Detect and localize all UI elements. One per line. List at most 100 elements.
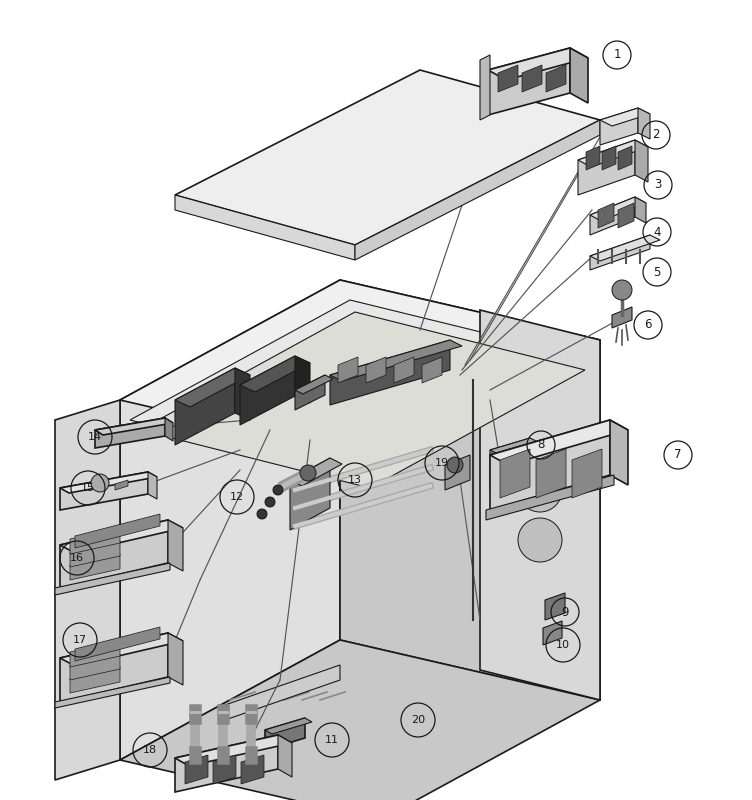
Polygon shape (600, 108, 638, 145)
Text: 8: 8 (538, 438, 544, 451)
Text: 17: 17 (73, 635, 87, 645)
Polygon shape (500, 449, 530, 498)
Polygon shape (55, 563, 170, 595)
Polygon shape (120, 280, 340, 760)
Polygon shape (295, 375, 333, 394)
Polygon shape (120, 640, 600, 800)
Polygon shape (70, 641, 120, 667)
Circle shape (257, 509, 267, 519)
Polygon shape (241, 755, 264, 784)
Polygon shape (445, 455, 470, 490)
Polygon shape (480, 55, 490, 120)
Polygon shape (590, 235, 660, 261)
Polygon shape (265, 718, 305, 750)
Polygon shape (422, 357, 442, 383)
Polygon shape (543, 621, 562, 645)
Circle shape (447, 457, 463, 473)
Polygon shape (70, 554, 120, 580)
Text: 4: 4 (653, 226, 661, 238)
Polygon shape (70, 654, 120, 680)
Circle shape (518, 468, 562, 512)
Text: 3: 3 (654, 178, 662, 191)
Circle shape (265, 497, 275, 507)
Polygon shape (175, 368, 250, 407)
Polygon shape (394, 357, 414, 383)
Polygon shape (70, 528, 120, 554)
Polygon shape (175, 735, 292, 766)
Polygon shape (586, 146, 600, 170)
Polygon shape (590, 235, 650, 270)
Polygon shape (330, 340, 462, 381)
Polygon shape (70, 667, 120, 693)
Polygon shape (148, 472, 157, 499)
Polygon shape (536, 449, 566, 498)
Polygon shape (488, 48, 588, 80)
Polygon shape (130, 300, 595, 480)
Text: 7: 7 (675, 449, 682, 462)
Circle shape (91, 474, 109, 492)
Polygon shape (590, 197, 635, 235)
Text: 12: 12 (230, 492, 244, 502)
Polygon shape (290, 458, 342, 486)
Polygon shape (60, 472, 148, 510)
Polygon shape (522, 65, 542, 92)
Polygon shape (265, 718, 312, 734)
Polygon shape (278, 735, 292, 777)
Polygon shape (638, 108, 650, 139)
Polygon shape (295, 356, 310, 403)
Polygon shape (598, 203, 614, 228)
Polygon shape (95, 418, 165, 448)
Polygon shape (490, 438, 538, 454)
Text: 9: 9 (561, 606, 569, 618)
Polygon shape (60, 633, 168, 702)
Polygon shape (545, 593, 565, 620)
Text: 16: 16 (70, 553, 84, 563)
Text: 1: 1 (613, 49, 620, 62)
Text: 10: 10 (556, 640, 570, 650)
Polygon shape (635, 197, 646, 223)
Polygon shape (165, 418, 173, 441)
Polygon shape (175, 195, 355, 260)
Polygon shape (140, 312, 585, 488)
Polygon shape (572, 449, 602, 498)
Polygon shape (490, 438, 530, 490)
Polygon shape (120, 280, 600, 460)
Polygon shape (60, 520, 168, 588)
Polygon shape (490, 420, 610, 510)
Polygon shape (75, 627, 160, 661)
Polygon shape (635, 140, 648, 182)
Polygon shape (115, 480, 128, 490)
Polygon shape (168, 633, 183, 685)
Polygon shape (600, 108, 650, 126)
Polygon shape (295, 375, 325, 410)
Polygon shape (213, 755, 236, 784)
Polygon shape (355, 120, 600, 260)
Polygon shape (488, 48, 570, 115)
Text: 18: 18 (143, 745, 157, 755)
Polygon shape (95, 418, 173, 435)
Polygon shape (612, 307, 632, 328)
Polygon shape (175, 368, 235, 445)
Polygon shape (570, 48, 588, 103)
Polygon shape (618, 203, 634, 228)
Polygon shape (602, 146, 616, 170)
Text: 6: 6 (644, 318, 652, 331)
Polygon shape (60, 633, 183, 666)
Text: 11: 11 (325, 735, 339, 745)
Polygon shape (338, 357, 358, 383)
Polygon shape (486, 475, 614, 520)
Text: 5: 5 (653, 266, 661, 278)
Polygon shape (330, 340, 450, 405)
Polygon shape (175, 735, 278, 792)
Polygon shape (366, 357, 386, 383)
Text: 19: 19 (435, 458, 449, 468)
Polygon shape (498, 65, 518, 92)
Polygon shape (185, 755, 208, 784)
Polygon shape (340, 280, 600, 700)
Polygon shape (578, 140, 648, 167)
Polygon shape (60, 472, 157, 493)
Polygon shape (225, 665, 340, 720)
Polygon shape (490, 420, 628, 465)
Circle shape (273, 485, 283, 495)
Polygon shape (290, 458, 330, 530)
